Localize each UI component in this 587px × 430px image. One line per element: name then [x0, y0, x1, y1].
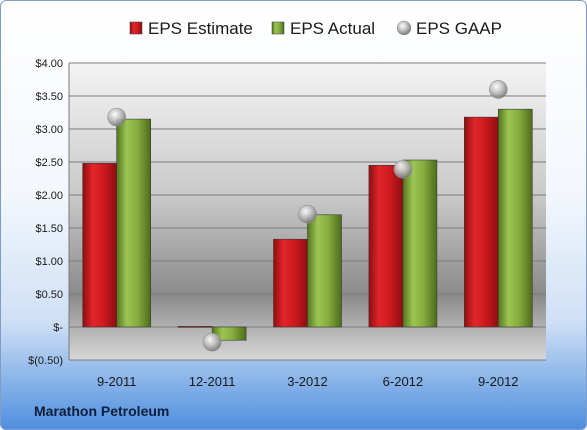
marker-eps-gaap — [488, 80, 508, 99]
y-tick-label: $2.00 — [35, 190, 63, 202]
y-tick-label: $- — [53, 322, 63, 334]
legend-label-eps-actual: EPS Actual — [290, 19, 375, 38]
gaap-markers — [107, 80, 508, 352]
y-tick-label: $4.00 — [35, 58, 63, 70]
x-tick-label: 9-2011 — [97, 374, 137, 389]
y-axis: $4.00 $3.50 $3.00 $2.50 $2.00 $1.50 $1.00 $0.50… — [28, 58, 70, 367]
legend-label-eps-estimate: EPS Estimate — [148, 19, 253, 38]
y-tick-label: $1.50 — [35, 223, 63, 235]
bars — [82, 108, 533, 341]
bar-eps-actual — [116, 118, 151, 328]
y-tick-label: $2.50 — [35, 157, 63, 169]
y-tick-label: $(0.50) — [28, 355, 63, 367]
y-tick-label: $3.00 — [35, 124, 63, 136]
bar-eps-estimate — [177, 326, 213, 328]
x-tick-label: 3-2012 — [287, 374, 327, 389]
legend-swatch-eps-actual — [271, 21, 285, 35]
legend-swatch-eps-estimate — [129, 21, 143, 35]
y-tick-label: $0.50 — [35, 289, 63, 301]
x-tick-label: 12-2011 — [189, 374, 236, 389]
x-tick-label: 6-2012 — [383, 374, 423, 389]
marker-eps-gaap — [298, 204, 317, 224]
bar-eps-estimate — [82, 163, 117, 328]
legend-swatch-eps-gaap — [396, 20, 412, 36]
bar-eps-actual — [497, 108, 533, 328]
marker-eps-gaap — [107, 107, 126, 127]
bar-eps-actual — [307, 214, 342, 328]
marker-eps-gaap — [202, 332, 222, 352]
legend: EPS Estimate EPS Actual EPS GAAP — [129, 19, 502, 38]
bar-eps-estimate — [463, 116, 499, 328]
x-axis: 9-2011 12-2011 3-2012 6-2012 9-2012 — [97, 374, 519, 389]
y-tick-label: $3.50 — [35, 91, 63, 103]
marker-eps-gaap — [393, 159, 413, 179]
x-tick-label: 9-2012 — [478, 374, 518, 389]
company-name: Marathon Petroleum — [34, 403, 170, 419]
bar-eps-actual — [402, 159, 438, 328]
bar-eps-estimate — [273, 238, 308, 328]
legend-label-eps-gaap: EPS GAAP — [416, 19, 502, 38]
y-tick-label: $1.00 — [35, 256, 63, 268]
bar-eps-estimate — [368, 165, 404, 328]
